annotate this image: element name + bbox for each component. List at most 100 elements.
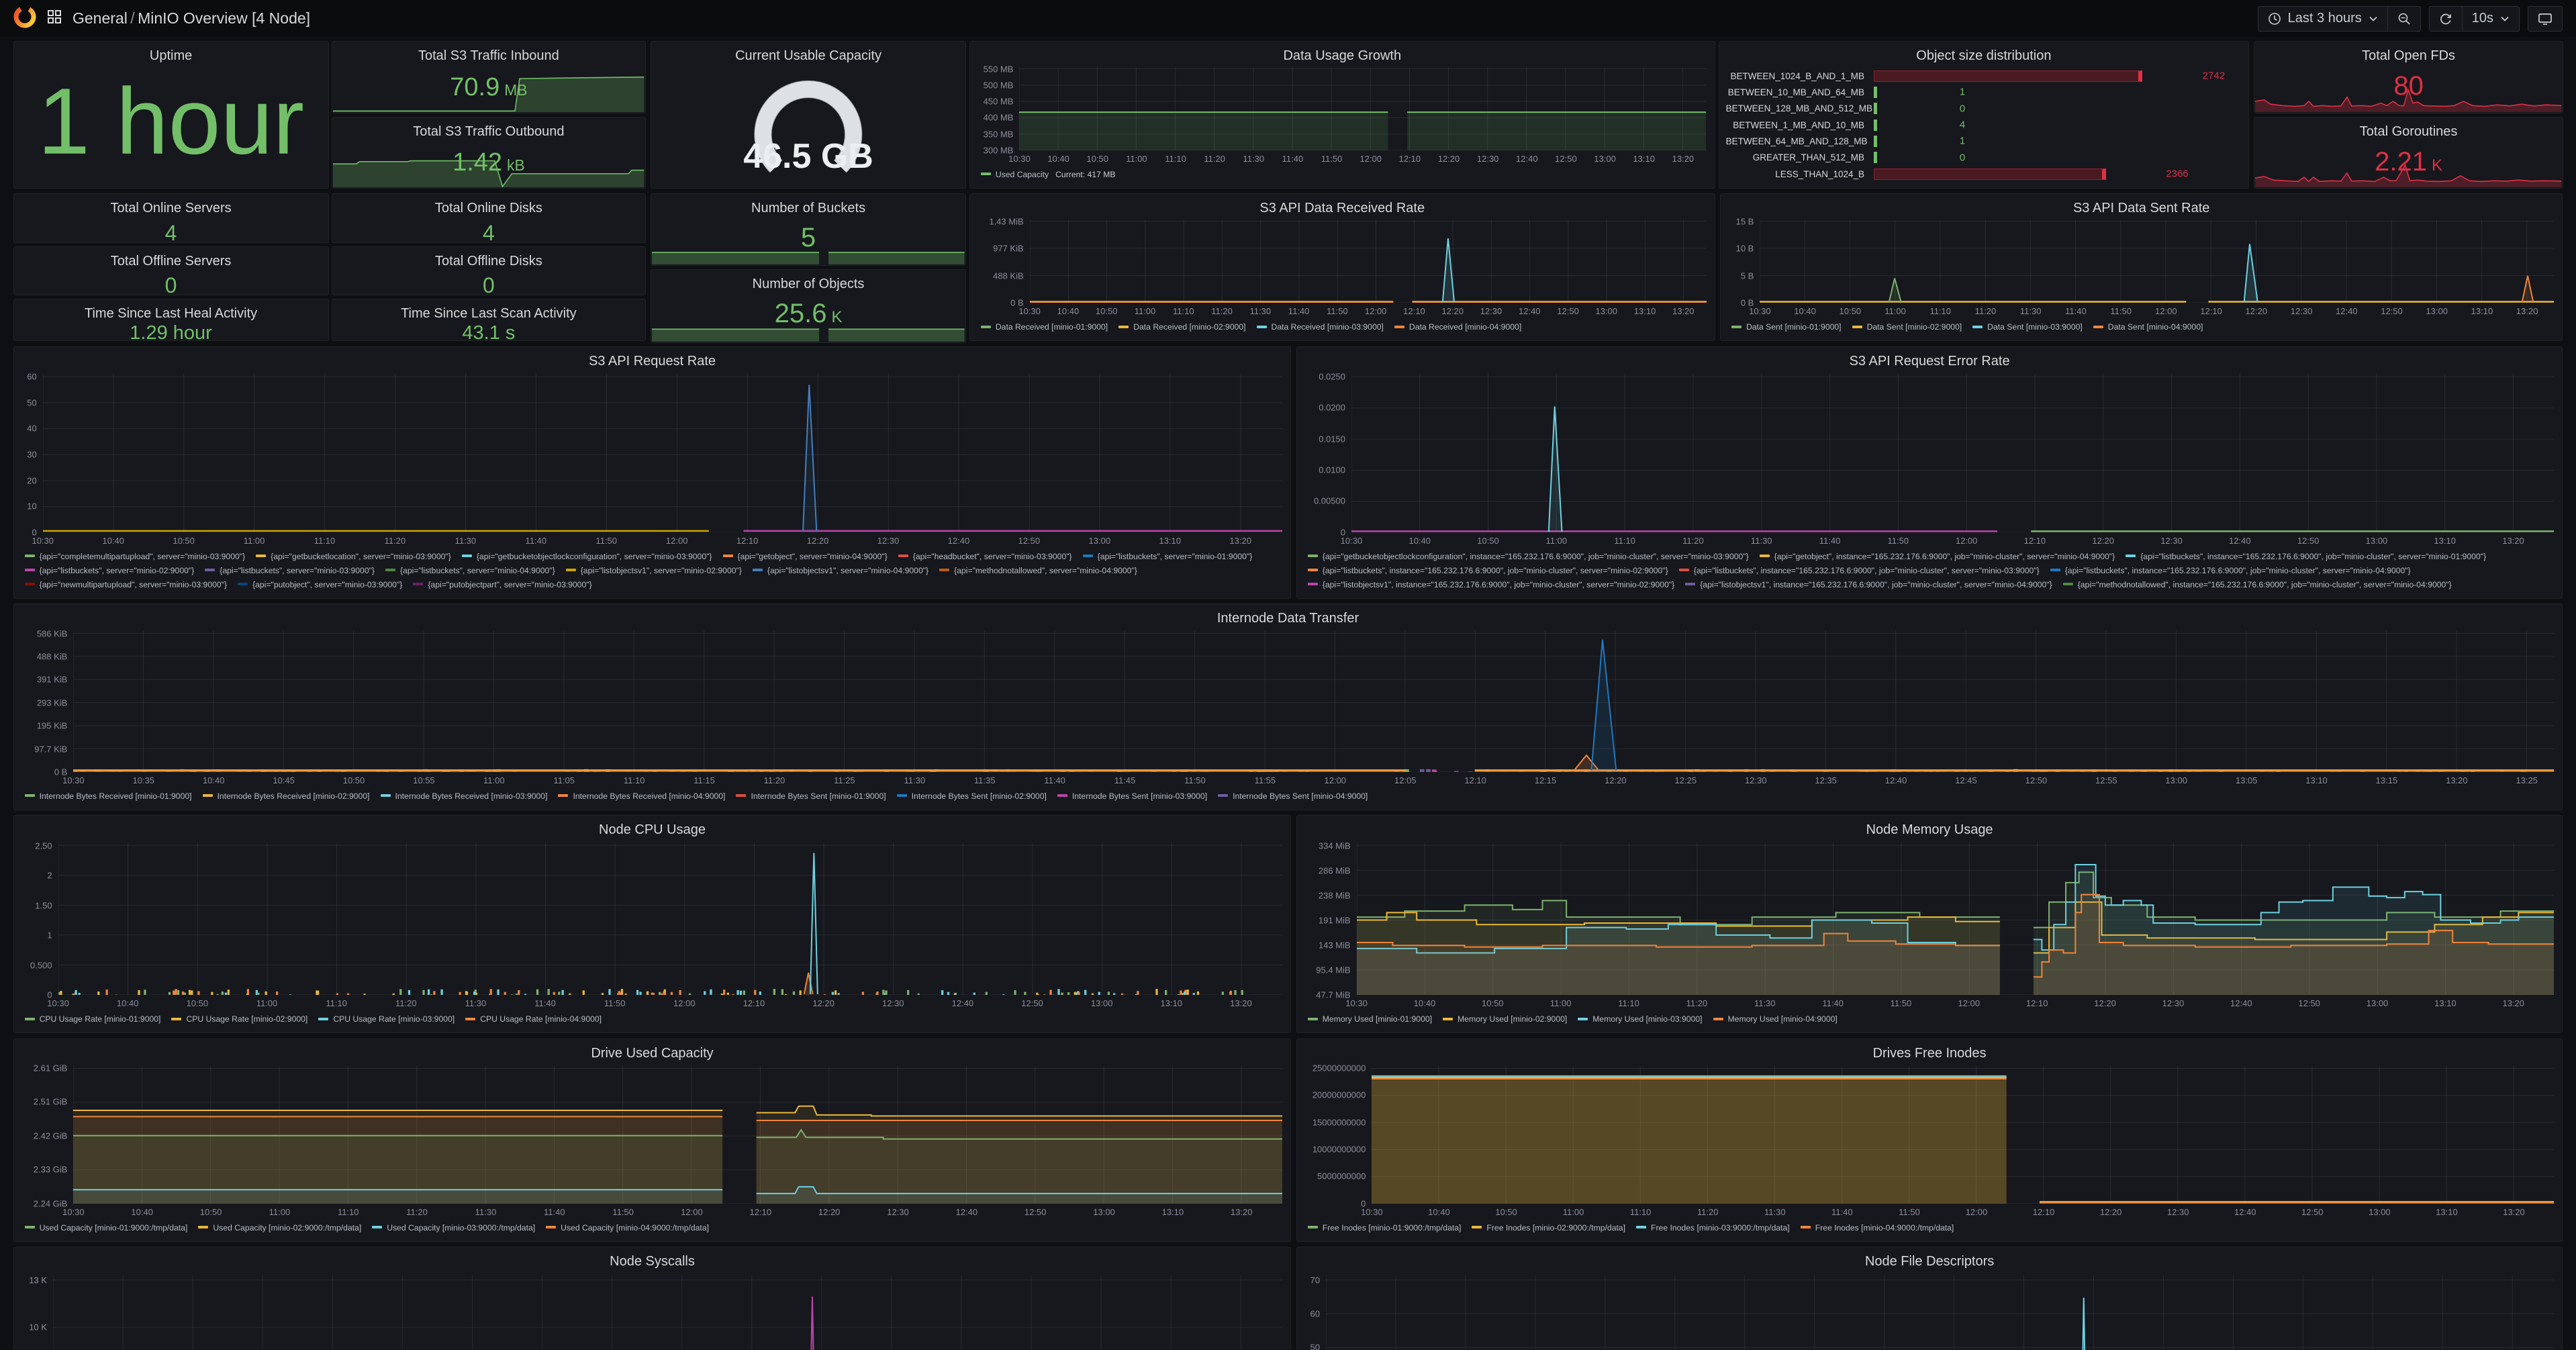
legend-item[interactable]: {api="listbuckets", instance="165.232.17… bbox=[1678, 565, 2040, 577]
legend-item[interactable]: Free Inodes [minio-02:9000:/tmp/data] bbox=[1472, 1222, 1625, 1235]
legend-item[interactable]: Data Received [minio-03:9000] bbox=[1256, 321, 1384, 334]
panel-title[interactable]: Total Online Disks bbox=[434, 201, 542, 216]
panel-title[interactable]: Node Syscalls bbox=[610, 1254, 695, 1269]
legend-item[interactable]: Used Capacity [minio-02:9000:/tmp/data] bbox=[198, 1222, 361, 1235]
legend-swatch-icon bbox=[1678, 569, 1689, 572]
legend-item[interactable]: Free Inodes [minio-04:9000:/tmp/data] bbox=[1800, 1222, 1954, 1235]
panel-title[interactable]: Object size distribution bbox=[1916, 48, 2052, 64]
panel-title[interactable]: Current Usable Capacity bbox=[735, 48, 881, 64]
legend-item[interactable]: {api="putobject", server="minio-03:9000"… bbox=[238, 579, 402, 591]
panel-title[interactable]: Number of Objects bbox=[752, 276, 865, 291]
panel-title[interactable]: S3 API Data Sent Rate bbox=[2072, 201, 2210, 216]
panel-title[interactable]: Total Online Servers bbox=[110, 201, 232, 216]
breadcrumb-folder[interactable]: General bbox=[73, 9, 128, 27]
legend-item[interactable]: {api="listbuckets", instance="165.232.17… bbox=[2050, 565, 2411, 577]
legend-item[interactable]: Free Inodes [minio-01:9000:/tmp/data] bbox=[1307, 1222, 1461, 1235]
panel-title[interactable]: Drives Free Inodes bbox=[1872, 1045, 1987, 1061]
panel-title[interactable]: Total Offline Servers bbox=[110, 253, 232, 269]
panel-title[interactable]: Total S3 Traffic Outbound bbox=[413, 124, 565, 139]
legend-item[interactable]: Data Received [minio-04:9000] bbox=[1394, 321, 1521, 334]
legend-item[interactable]: Internode Bytes Sent [minio-01:9000] bbox=[736, 790, 886, 803]
legend-swatch-icon bbox=[1218, 794, 1229, 798]
panel-title[interactable]: Internode Data Transfer bbox=[1217, 611, 1359, 626]
panel-title[interactable]: Total Open FDs bbox=[2362, 48, 2456, 64]
dashboards-grid-icon[interactable] bbox=[47, 9, 62, 28]
refresh-button[interactable] bbox=[2428, 5, 2463, 32]
legend-item[interactable]: {api="listbuckets", server="minio-01:900… bbox=[1082, 550, 1252, 563]
legend-item[interactable]: {api="listobjectsv1", server="minio-02:9… bbox=[565, 565, 742, 577]
legend-item[interactable]: Internode Bytes Received [minio-01:9000] bbox=[24, 790, 192, 803]
legend-item[interactable]: {api="newmultipartupload", server="minio… bbox=[24, 579, 227, 591]
y-axis-tick: 30 bbox=[27, 449, 37, 460]
panel-title[interactable]: Total Offline Disks bbox=[435, 253, 542, 269]
panel-title[interactable]: Total Goroutines bbox=[2359, 124, 2458, 139]
panel-title[interactable]: Data Usage Growth bbox=[1283, 48, 1402, 64]
bucket-range-value: 4 bbox=[1959, 119, 1966, 131]
legend-item[interactable]: Memory Used [minio-03:9000] bbox=[1578, 1013, 1703, 1026]
legend-item[interactable]: Free Inodes [minio-03:9000:/tmp/data] bbox=[1636, 1222, 1790, 1235]
legend-item[interactable]: {api="listbuckets", server="minio-03:900… bbox=[205, 565, 375, 577]
legend-item[interactable]: Data Sent [minio-04:9000] bbox=[2093, 321, 2203, 334]
panel-title[interactable]: Number of Buckets bbox=[751, 201, 866, 216]
legend-item[interactable]: Internode Bytes Sent [minio-03:9000] bbox=[1057, 790, 1207, 803]
legend-item[interactable]: Internode Bytes Sent [minio-02:9000] bbox=[896, 790, 1047, 803]
legend-item[interactable]: CPU Usage Rate [minio-02:9000] bbox=[171, 1013, 307, 1026]
legend-item[interactable]: {api="completemultipartupload", server="… bbox=[24, 550, 246, 563]
panel-title[interactable]: Node CPU Usage bbox=[599, 822, 706, 838]
panel-title[interactable]: Node Memory Usage bbox=[1866, 822, 1993, 838]
legend-item[interactable]: {api="methodnotallowed", server="minio-0… bbox=[939, 565, 1137, 577]
legend-item[interactable]: {api="listbuckets", server="minio-04:900… bbox=[385, 565, 555, 577]
panel-title[interactable]: Node File Descriptors bbox=[1864, 1254, 1995, 1269]
legend-item[interactable]: Internode Bytes Received [minio-02:9000] bbox=[202, 790, 370, 803]
legend-item[interactable]: CPU Usage Rate [minio-04:9000] bbox=[465, 1013, 602, 1026]
legend-item[interactable]: Data Received [minio-01:9000] bbox=[980, 321, 1108, 334]
legend-item[interactable]: Memory Used [minio-04:9000] bbox=[1713, 1013, 1838, 1026]
refresh-interval-picker[interactable]: 10s bbox=[2462, 5, 2520, 32]
legend-item[interactable]: Used Capacity [minio-03:9000:/tmp/data] bbox=[372, 1222, 535, 1235]
legend-label: {api="completemultipartupload", server="… bbox=[39, 551, 246, 561]
legend-item[interactable]: Data Sent [minio-03:9000] bbox=[1972, 321, 2083, 334]
panel-title[interactable]: Uptime bbox=[149, 48, 193, 64]
breadcrumb-dashboard-title[interactable]: MinIO Overview [4 Node] bbox=[138, 9, 311, 27]
legend-item[interactable]: Internode Bytes Sent [minio-04:9000] bbox=[1218, 790, 1368, 803]
legend-item[interactable]: {api="listobjectsv1", instance="165.232.… bbox=[1307, 579, 1674, 591]
panel-title[interactable]: Time Since Last Heal Activity bbox=[85, 305, 258, 321]
legend-item[interactable]: Internode Bytes Received [minio-03:9000] bbox=[380, 790, 547, 803]
legend-item[interactable]: Data Sent [minio-02:9000] bbox=[1852, 321, 1962, 334]
panel-title[interactable]: Time Since Last Scan Activity bbox=[401, 305, 577, 321]
panel-title[interactable]: S3 API Request Rate bbox=[589, 353, 716, 369]
legend-item[interactable]: Memory Used [minio-01:9000] bbox=[1307, 1013, 1432, 1026]
panel-title[interactable]: S3 API Data Received Rate bbox=[1259, 201, 1425, 216]
legend-item[interactable]: Used Capacity [minio-04:9000:/tmp/data] bbox=[546, 1222, 709, 1235]
legend-item[interactable]: {api="listobjectsv1", server="minio-04:9… bbox=[752, 565, 928, 577]
legend-item[interactable]: {api="getobject", server="minio-04:9000"… bbox=[722, 550, 888, 563]
grafana-logo-icon[interactable] bbox=[13, 5, 36, 32]
legend-item[interactable]: Internode Bytes Received [minio-04:9000] bbox=[558, 790, 725, 803]
panel-title[interactable]: Total S3 Traffic Inbound bbox=[418, 48, 559, 64]
legend-item[interactable]: {api="getbucketlocation", server="minio-… bbox=[256, 550, 451, 563]
legend-item[interactable]: {api="listbuckets", instance="165.232.17… bbox=[2126, 550, 2486, 563]
legend-item[interactable]: {api="listobjectsv1", instance="165.232.… bbox=[1685, 579, 2052, 591]
legend-swatch-icon bbox=[198, 1225, 209, 1228]
panel-title[interactable]: S3 API Request Error Rate bbox=[1849, 353, 2010, 369]
legend-item[interactable]: {api="getobject", instance="165.232.176.… bbox=[1759, 550, 2115, 563]
legend-item[interactable]: {api="headbucket", server="minio-03:9000… bbox=[898, 550, 1072, 563]
legend-item[interactable]: CPU Usage Rate [minio-03:9000] bbox=[318, 1013, 455, 1026]
legend-item[interactable]: Data Sent [minio-01:9000] bbox=[1731, 321, 1842, 334]
legend-item[interactable]: {api="listbuckets", server="minio-02:900… bbox=[24, 565, 194, 577]
panel-title[interactable]: Drive Used Capacity bbox=[591, 1045, 714, 1061]
legend-item[interactable]: {api="getbucketobjectlockconfiguration",… bbox=[1307, 550, 1749, 563]
legend-item[interactable]: Data Received [minio-02:9000] bbox=[1118, 321, 1246, 334]
legend-item[interactable]: {api="getbucketobjectlockconfiguration",… bbox=[461, 550, 712, 563]
time-range-picker[interactable]: Last 3 hours bbox=[2257, 5, 2388, 32]
legend-swatch-icon bbox=[980, 173, 991, 176]
legend-item[interactable]: CPU Usage Rate [minio-01:9000] bbox=[24, 1013, 160, 1026]
legend-item[interactable]: {api="listbuckets", instance="165.232.17… bbox=[1307, 565, 1668, 577]
legend-item[interactable]: {api="putobjectpart", server="minio-03:9… bbox=[413, 579, 592, 591]
legend-item[interactable]: {api="methodnotallowed", instance="165.2… bbox=[2062, 579, 2452, 591]
zoom-out-button[interactable] bbox=[2387, 5, 2421, 32]
legend-item[interactable]: Used Capacity [minio-01:9000:/tmp/data] bbox=[24, 1222, 187, 1235]
cycle-view-mode-button[interactable] bbox=[2528, 5, 2563, 32]
legend-item[interactable]: Used Capacity Current: 417 MB bbox=[980, 168, 1116, 181]
legend-item[interactable]: Memory Used [minio-02:9000] bbox=[1443, 1013, 1567, 1026]
